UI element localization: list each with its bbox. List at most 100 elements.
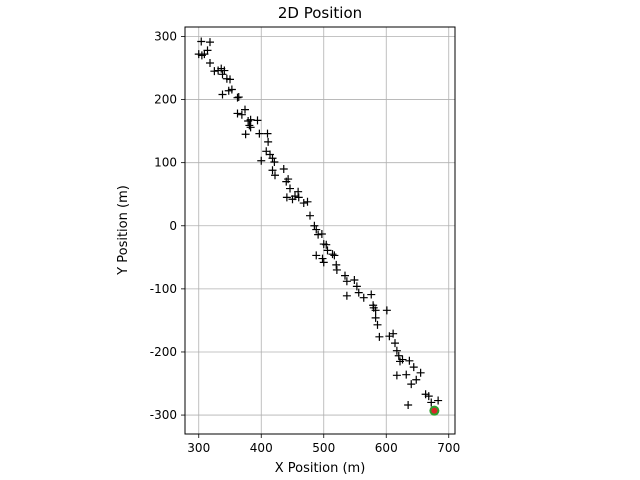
data-point-plus [398,355,407,364]
data-point-plus [310,221,319,230]
data-point-plus [341,271,349,280]
data-point-plus [332,265,341,274]
data-point-plus [237,110,246,119]
data-point-plus [367,290,376,299]
data-point-plus [220,66,229,75]
data-point-plus [233,93,242,102]
data-point-plus [314,230,323,239]
data-point-plus [402,370,411,379]
data-point-plus [371,306,380,315]
x-tick-label: 600 [375,441,398,455]
data-point-plus [227,85,236,94]
data-point-plus [404,400,413,409]
data-point-plus [210,67,219,76]
y-tick-label: -300 [150,408,177,422]
data-point-plus [375,332,384,341]
x-tick-label: 400 [250,441,273,455]
data-point-plus [255,129,264,138]
data-point-plus [234,93,243,102]
data-point-plus [284,175,293,184]
estimate-marker [431,407,438,414]
data-point-plus [371,313,380,322]
data-point-plus [373,320,382,329]
data-point-plus [299,199,308,208]
x-axis-label: X Position (m) [275,461,366,476]
y-tick-label: 100 [154,156,177,170]
data-point-plus [245,121,254,130]
data-point-plus [318,254,327,263]
data-points [194,37,443,416]
x-tick-label: 500 [312,441,335,455]
data-point-plus [264,137,273,146]
data-point-plus [286,184,294,193]
data-point-plus [218,70,227,79]
data-point-plus [350,276,359,285]
data-point-plus [294,187,303,196]
data-point-plus [241,105,249,114]
data-point-plus [246,115,255,124]
data-point-plus [206,38,214,47]
y-tick-label: 300 [154,29,177,43]
data-point-plus [279,164,288,173]
data-point-plus [312,251,321,260]
x-tick-label: 700 [437,441,460,455]
data-point-plus [323,246,332,255]
data-point-plus [319,258,328,267]
data-point-plus [322,240,331,249]
data-point-plus [197,37,206,46]
data-point-plus [354,288,363,297]
data-point-plus [332,260,341,269]
data-point-plus [407,380,416,389]
grid-lines [185,27,455,434]
data-point-plus [412,375,421,384]
data-point-plus [271,171,279,180]
data-point-plus [328,250,337,259]
data-point-plus [268,166,277,175]
data-point-plus [226,75,234,84]
y-tick-label: 200 [154,93,177,107]
data-point-plus [312,225,321,234]
data-point-plus [291,192,299,201]
y-tick-label: 0 [169,219,177,233]
chart-title: 2D Position [278,4,362,22]
data-point-plus [294,193,303,202]
data-point-plus [257,156,266,165]
data-point-plus [342,277,351,286]
data-point-plus [394,351,403,360]
data-point-plus [253,116,262,125]
data-point-plus [203,46,212,55]
plot-area [185,27,455,434]
data-point-plus [392,346,401,355]
data-point-plus [405,356,414,365]
y-axis-label: Y Position (m) [116,185,131,276]
y-tick-label: -100 [150,282,177,296]
data-point-plus [246,123,255,132]
data-point-plus [409,363,418,372]
data-point-plus [282,193,291,202]
data-point-plus [241,130,250,139]
data-point-plus [359,293,368,302]
data-point-plus [342,291,351,300]
data-point-plus [206,58,214,67]
data-point-plus [303,197,312,206]
data-point-plus [306,211,314,220]
data-point-plus [330,251,339,260]
data-point-plus [382,306,391,315]
data-point-plus [352,282,361,291]
data-point-plus [389,329,398,338]
y-tick-label: -200 [150,345,177,359]
plot-frame [184,26,456,435]
data-point-plus [270,158,279,167]
data-point-plus [233,109,242,118]
axis-ticks: 300 400 500 600 700 300 200 100 0 -100 -200 -300 [150,29,460,455]
data-point-plus [427,398,436,407]
data-point-plus [434,396,443,405]
x-tick-label: 300 [187,441,210,455]
data-point-plus [392,371,401,380]
data-point-plus [416,368,425,377]
data-point-plus [263,129,272,138]
data-point-plus [317,229,326,238]
data-point-plus [268,154,277,163]
data-point-plus [218,90,227,99]
